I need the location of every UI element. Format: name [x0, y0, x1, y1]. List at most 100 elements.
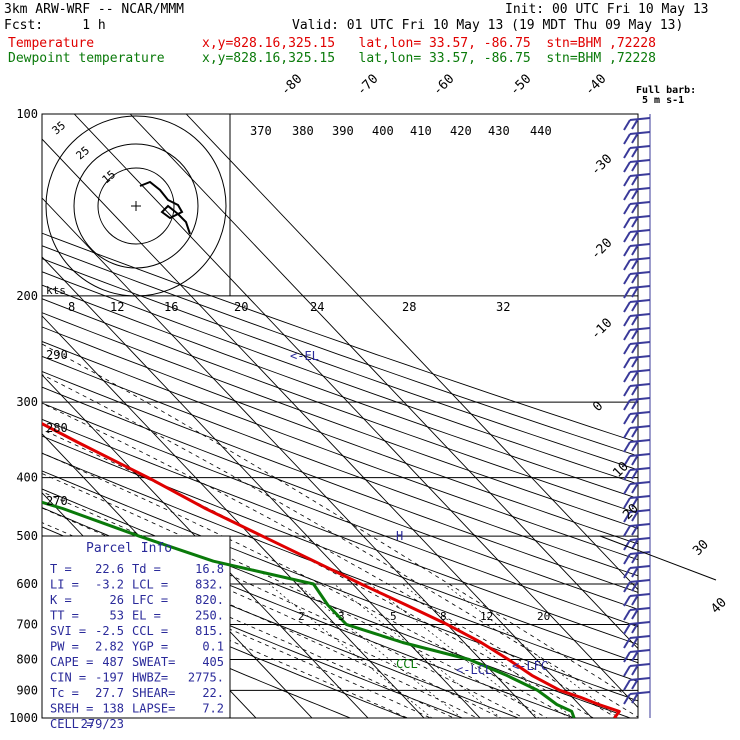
parcel-stat-name: HWBZ= [132, 671, 168, 685]
temperature-profile [42, 421, 621, 718]
wind-barb [623, 315, 631, 327]
wind-barb [629, 313, 651, 317]
parcel-stat-value: -197 [95, 671, 124, 685]
hodograph-speed-label: 32 [496, 300, 510, 314]
barb-legend-line2: 5 m s-1 [642, 95, 684, 106]
mixing-ratio-line [444, 583, 619, 718]
wind-barb [629, 341, 651, 345]
temperature-tick-label: 30 [690, 537, 712, 559]
wind-barb [623, 259, 631, 271]
wind-barb [631, 356, 639, 368]
wind-barb [631, 146, 639, 158]
wind-barb [629, 635, 651, 639]
wind-barb [623, 329, 631, 341]
dewpoint-legend: Dewpoint temperature [8, 51, 165, 66]
ccl-marker-label: CCL [396, 657, 418, 671]
wind-barb [629, 355, 651, 359]
wind-barb [623, 343, 631, 355]
wind-barb [629, 439, 651, 443]
wind-barb [623, 133, 631, 145]
moist-adiabat [42, 429, 595, 718]
wind-barb [629, 607, 651, 611]
mixing-ratio-label: 8 [440, 610, 447, 623]
dry-adiabat [42, 232, 638, 443]
mixing-ratio-line [333, 583, 502, 718]
hodograph-ring-label: 35 [50, 119, 69, 137]
wind-barb [631, 678, 639, 690]
theta-label: 440 [530, 124, 552, 138]
wind-barb [623, 119, 631, 131]
moist-adiabat [42, 473, 548, 718]
parcel-stat-value: 279/23 [81, 717, 124, 731]
wind-barb [629, 649, 651, 653]
dry-adiabat [42, 355, 638, 577]
dry-adiabat [42, 470, 638, 702]
el-marker-label: <-EL [290, 349, 319, 363]
wind-barb [623, 539, 631, 551]
wind-barb [631, 524, 639, 536]
isotherm-line [42, 315, 425, 718]
isotherm-line [42, 197, 537, 718]
wind-barb [629, 117, 651, 121]
theta-label: 400 [372, 124, 394, 138]
wind-barb [631, 342, 639, 354]
wind-barb [629, 579, 651, 583]
parcel-stat-value: 138 [102, 702, 124, 716]
dry-adiabat [42, 258, 638, 471]
wind-barb [629, 509, 651, 513]
dry-adiabat [42, 371, 638, 593]
isotherm-line [42, 138, 593, 718]
wind-barb [629, 677, 651, 681]
wind-barb [623, 567, 631, 579]
dry-adiabat [42, 452, 638, 683]
hodograph-speed-label: 20 [234, 300, 248, 314]
temperature-location: x,y=828.16,325.15 lat,lon= 33.57, -86.75… [202, 36, 656, 51]
parcel-stat-name: LFC = [132, 593, 168, 607]
wind-barb [631, 496, 639, 508]
wind-barb [631, 440, 639, 452]
theta-label: 290 [46, 348, 68, 362]
pressure-tick-label: 800 [16, 652, 38, 666]
wind-barb [623, 553, 631, 565]
pressure-tick-label: 300 [16, 395, 38, 409]
isotherm-line [42, 256, 481, 718]
parcel-stat-name: SREH = [50, 702, 93, 716]
dry-adiabat [42, 298, 638, 514]
wind-barb [623, 693, 631, 705]
wind-barb [623, 161, 631, 173]
temperature-tick-label: -20 [588, 236, 615, 263]
parcel-stat-name: LI = [50, 578, 79, 592]
dry-adiabat [42, 386, 638, 610]
isotherm-line [129, 114, 638, 650]
wind-barb [629, 523, 651, 527]
wind-barb [629, 173, 651, 177]
wind-barb [631, 370, 639, 382]
wind-barb [623, 679, 631, 691]
wind-barb [631, 202, 639, 214]
parcel-stat-name: Tc = [50, 686, 79, 700]
wind-barb [629, 495, 651, 499]
pressure-tick-label: 400 [16, 471, 38, 485]
wind-barb [631, 454, 639, 466]
temperature-tick-label: 0 [590, 399, 606, 415]
temperature-tick-label: -10 [588, 316, 615, 343]
wind-barb [631, 188, 639, 200]
wind-barb [629, 565, 651, 569]
moist-adiabat [42, 374, 638, 718]
wind-barb [623, 497, 631, 509]
isotherm-line [185, 114, 638, 591]
hodograph-ring-label: 15 [100, 168, 119, 186]
wind-barb [623, 427, 631, 439]
wind-barb [631, 384, 639, 396]
wind-barb [629, 299, 651, 303]
dry-adiabat [42, 587, 352, 718]
dry-adiabat [42, 245, 638, 457]
parcel-info-title: Parcel Info [86, 541, 172, 556]
lcl-marker-label: <-LCL [456, 663, 492, 677]
parcel-stat-name: LCL = [132, 578, 168, 592]
theta-label: 430 [488, 124, 510, 138]
wind-barb [629, 537, 651, 541]
wind-barb [623, 651, 631, 663]
wind-barb [631, 258, 639, 270]
parcel-stat-value: 815. [195, 624, 224, 638]
